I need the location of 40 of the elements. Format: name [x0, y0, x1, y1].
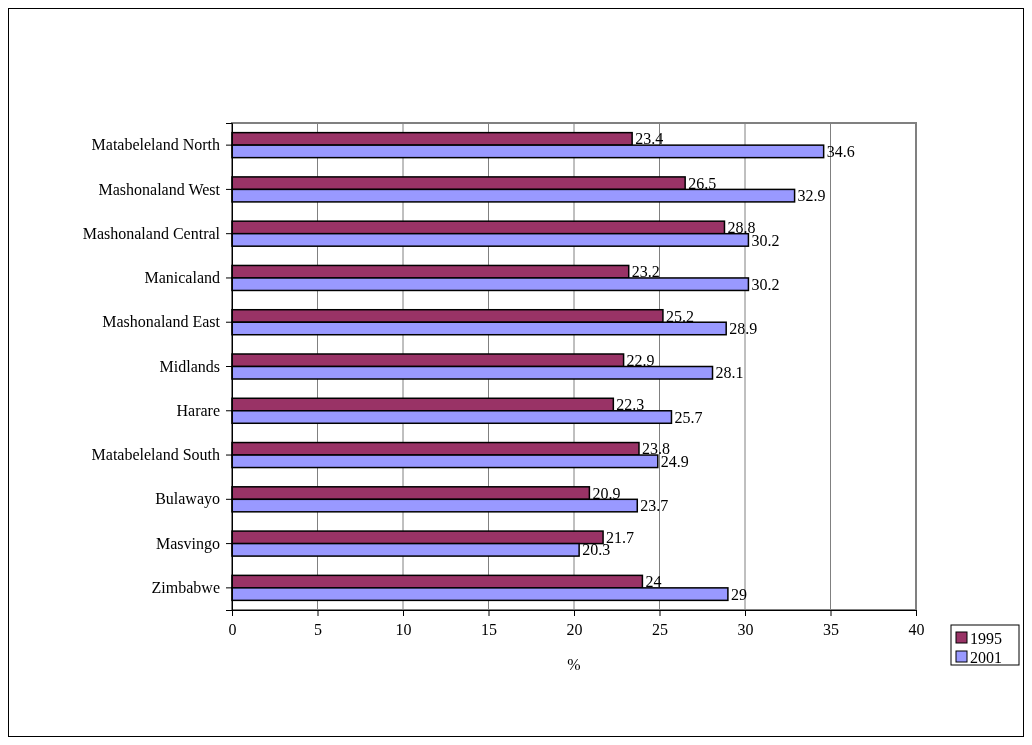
x-tick-label: 20	[566, 621, 583, 639]
y-tick-label: Matabeleland South	[91, 446, 220, 464]
data-label: 25.7	[674, 408, 703, 426]
x-tick-label: 10	[395, 621, 412, 639]
y-tick-label: Zimbabwe	[151, 578, 220, 596]
y-tick-label: Manicaland	[144, 269, 220, 287]
y-tick-label: Bulawayo	[155, 490, 220, 509]
data-label: 22.3	[616, 396, 645, 414]
y-tick-label: Matabeleland North	[91, 136, 220, 154]
x-tick-label: 0	[228, 621, 237, 639]
y-tick-label: Mashonaland East	[102, 313, 221, 331]
y-tick-label: Mashonaland Central	[82, 224, 221, 242]
data-label: 25.2	[665, 307, 694, 325]
x-tick-label: 15	[481, 621, 497, 639]
data-label: 26.5	[688, 174, 717, 192]
x-tick-label: 40	[908, 621, 925, 639]
data-label: 23.4	[635, 130, 664, 148]
data-label: 20.9	[592, 484, 621, 502]
x-tick-label: 35	[823, 621, 839, 639]
y-tick-label: Harare	[176, 401, 220, 419]
data-label: 32.9	[797, 187, 826, 205]
data-label: 23.7	[640, 497, 669, 515]
data-label: 22.9	[626, 351, 655, 369]
data-label: 23.2	[631, 263, 660, 281]
data-label: 29	[730, 585, 747, 603]
data-label: 24	[645, 573, 662, 591]
y-tick-label: Mashonaland West	[98, 180, 221, 198]
data-label: 34.6	[826, 142, 855, 160]
x-tick-label: 25	[652, 621, 668, 639]
data-label: 21.7	[606, 528, 635, 546]
data-label: 28.9	[729, 320, 758, 338]
y-tick-label: Midlands	[159, 357, 220, 375]
x-axis-title: %	[567, 656, 581, 673]
legend-label: 1995	[970, 629, 1002, 647]
data-label: 28.1	[715, 364, 744, 382]
legend-label: 2001	[970, 648, 1002, 666]
data-label: 30.2	[751, 275, 780, 293]
x-tick-label: 30	[737, 621, 754, 639]
y-tick-label: Masvingo	[156, 534, 220, 553]
x-tick-label: 5	[314, 621, 322, 639]
